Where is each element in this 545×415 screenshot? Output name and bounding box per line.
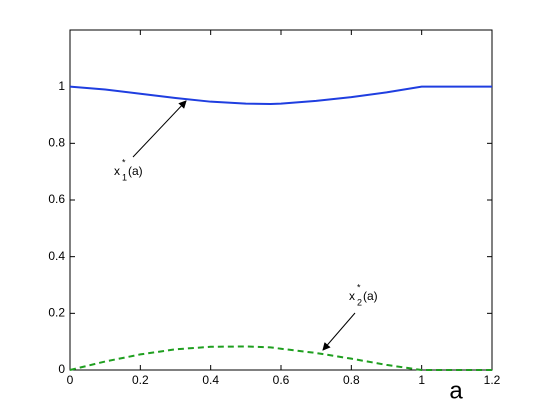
y-tick-label: 0.8 — [48, 136, 65, 150]
x-tick-label: 1.2 — [484, 373, 501, 387]
y-tick-label: 0 — [58, 362, 65, 376]
annotation-sup: * — [357, 282, 361, 292]
y-tick-label: 0.4 — [48, 249, 65, 263]
annotation-sub: 2 — [357, 297, 362, 307]
annotation-sub: 1 — [122, 172, 127, 182]
annotation-base: x — [114, 164, 120, 178]
y-tick-label: 1 — [58, 79, 65, 93]
series-line — [69, 85, 492, 105]
annotation-base: x — [349, 289, 355, 303]
x-axis-label: a — [449, 377, 463, 404]
annotation: x * 1 (a) — [114, 157, 143, 182]
annotation-sup: * — [122, 157, 126, 167]
annotation-rest: (a) — [128, 164, 143, 178]
x-tick-label: 1 — [418, 373, 425, 387]
x-tick-label: 0.4 — [202, 373, 219, 387]
x-tick-label: 0.2 — [132, 373, 149, 387]
x-tick-label: 0 — [67, 373, 74, 387]
y-tick-label: 0.2 — [48, 306, 65, 320]
annotation-arrow — [132, 100, 187, 158]
plot-box — [69, 29, 493, 371]
y-tick-label: 0.6 — [48, 192, 65, 206]
annotation: x * 2 (a) — [349, 282, 378, 307]
x-tick-label: 0.6 — [273, 373, 290, 387]
annotation-rest: (a) — [363, 289, 378, 303]
annotation-arrow — [322, 312, 356, 351]
x-tick-label: 0.8 — [343, 373, 360, 387]
